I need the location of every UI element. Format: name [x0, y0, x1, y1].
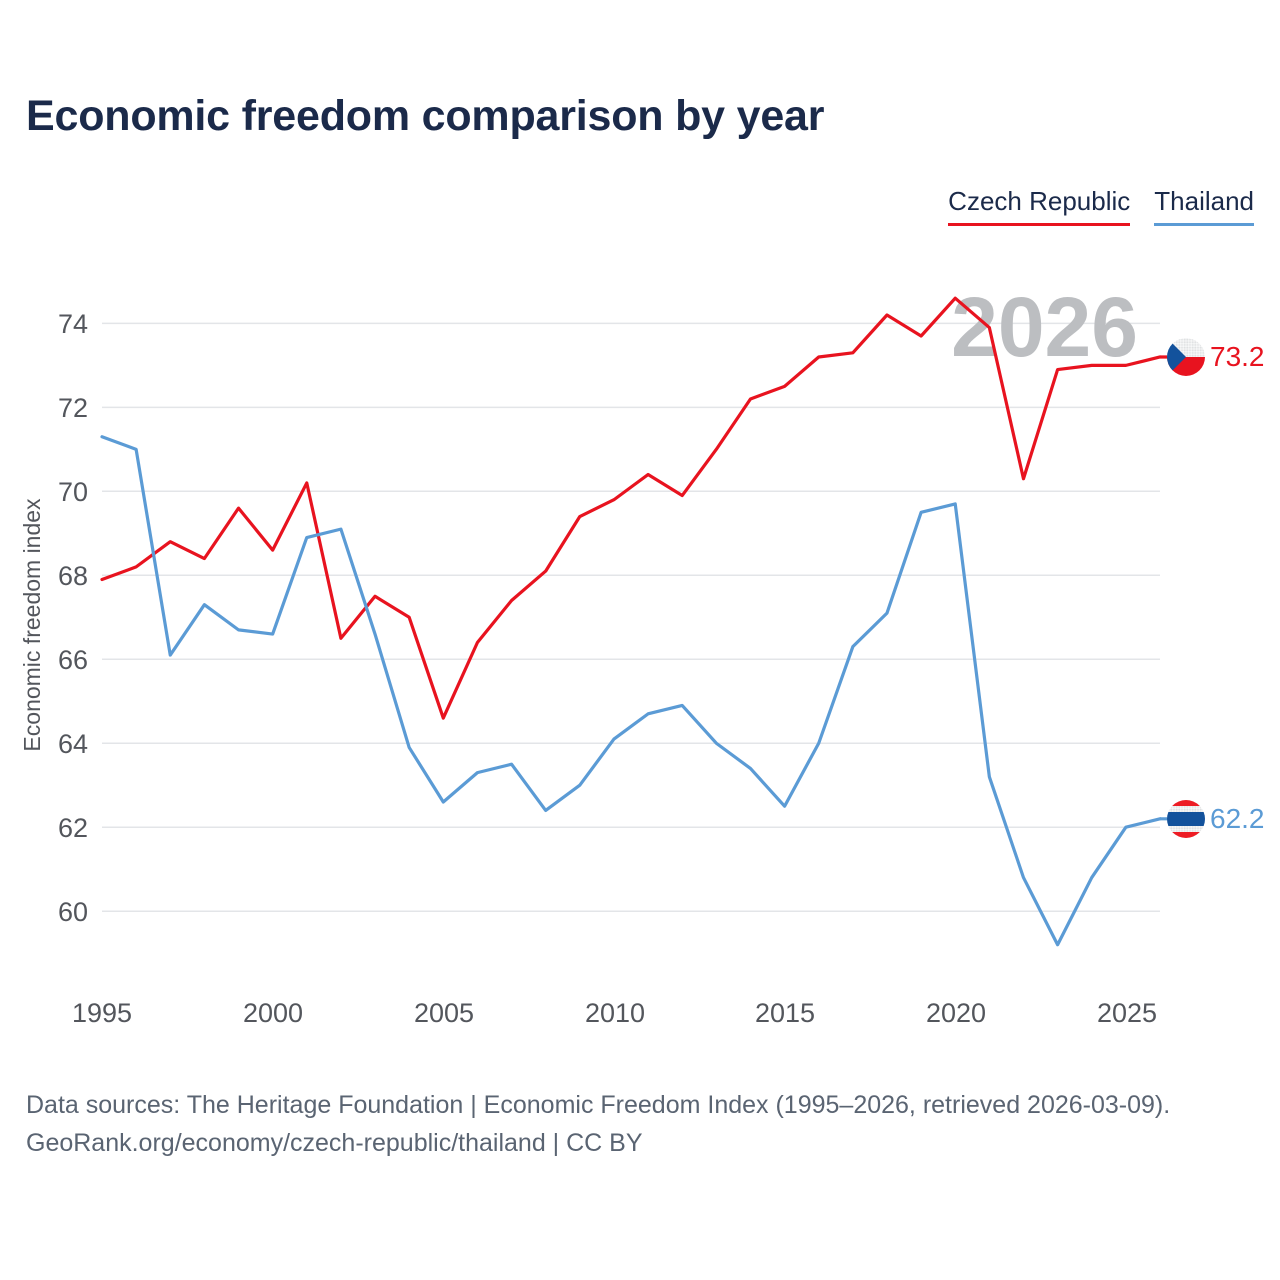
svg-text:72: 72 [58, 393, 88, 423]
svg-text:64: 64 [58, 729, 88, 759]
svg-text:Economic freedom index: Economic freedom index [19, 498, 45, 752]
svg-text:62: 62 [58, 813, 88, 843]
svg-text:60: 60 [58, 897, 88, 927]
svg-text:2020: 2020 [926, 998, 986, 1028]
svg-text:1995: 1995 [72, 998, 132, 1028]
svg-text:68: 68 [58, 561, 88, 591]
svg-text:2025: 2025 [1097, 998, 1157, 1028]
svg-text:2026: 2026 [951, 280, 1138, 374]
svg-text:74: 74 [58, 309, 88, 339]
svg-text:2000: 2000 [243, 998, 303, 1028]
svg-text:2005: 2005 [414, 998, 474, 1028]
svg-text:2010: 2010 [585, 998, 645, 1028]
svg-text:66: 66 [58, 645, 88, 675]
svg-text:2015: 2015 [755, 998, 815, 1028]
svg-text:70: 70 [58, 477, 88, 507]
